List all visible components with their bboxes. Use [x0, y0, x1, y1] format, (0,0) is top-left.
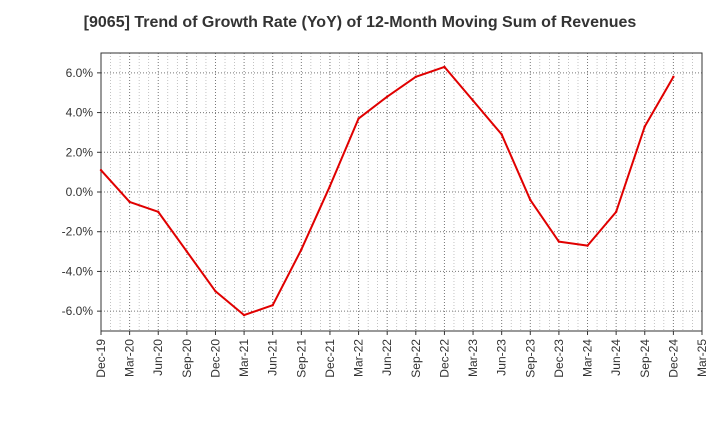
- data-point: [214, 290, 217, 293]
- x-tick-label: Jun-20: [151, 339, 165, 376]
- data-point: [500, 133, 503, 136]
- data-point: [328, 184, 332, 188]
- x-tick-label: Dec-24: [666, 339, 680, 378]
- data-point: [242, 313, 246, 317]
- y-tick-label: 6.0%: [66, 66, 94, 80]
- data-point: [271, 303, 274, 307]
- data-point: [672, 75, 675, 79]
- x-tick-label: Dec-21: [323, 339, 337, 378]
- data-point: [471, 99, 475, 102]
- data-point: [128, 200, 131, 204]
- y-tick-label: -2.0%: [62, 225, 94, 239]
- data-point: [529, 198, 532, 202]
- data-point: [443, 65, 446, 69]
- data-point: [157, 210, 160, 214]
- x-tick-label: Dec-23: [552, 339, 566, 378]
- x-tick-label: Dec-20: [208, 339, 222, 378]
- data-point: [300, 248, 303, 251]
- x-tick-label: Jun-21: [266, 339, 280, 376]
- data-point: [643, 125, 646, 128]
- x-tick-label: Mar-21: [237, 339, 251, 377]
- x-tick-label: Mar-24: [581, 339, 595, 377]
- data-point: [99, 168, 103, 172]
- x-tick-label: Jun-23: [495, 339, 509, 376]
- data-point: [185, 250, 189, 253]
- x-tick-label: Mar-20: [123, 339, 137, 377]
- data-point: [586, 244, 589, 247]
- x-tick-label: Mar-23: [466, 339, 480, 377]
- data-point: [414, 75, 418, 79]
- data-point: [614, 210, 618, 214]
- x-tick-label: Dec-22: [437, 339, 451, 378]
- x-tick-label: Dec-19: [94, 339, 108, 378]
- x-tick-label: Sep-24: [638, 339, 652, 378]
- y-tick-label: 0.0%: [66, 185, 94, 199]
- data-point: [385, 95, 389, 98]
- x-tick-label: Jun-22: [380, 339, 394, 376]
- y-tick-label: 4.0%: [66, 106, 94, 120]
- y-tick-label: 2.0%: [66, 145, 94, 159]
- y-tick-label: -6.0%: [62, 304, 94, 318]
- x-tick-label: Mar-25: [695, 339, 709, 377]
- data-point: [357, 117, 360, 120]
- x-tick-label: Sep-20: [180, 339, 194, 378]
- plot-border: [100, 52, 703, 332]
- x-tick-label: Sep-23: [523, 339, 537, 378]
- x-tick-label: Sep-22: [409, 339, 423, 378]
- y-tick-label: -4.0%: [62, 264, 94, 278]
- x-tick-label: Mar-22: [352, 339, 366, 377]
- chart-title: [9065] Trend of Growth Rate (YoY) of 12-…: [83, 14, 637, 31]
- data-point: [557, 240, 561, 243]
- x-tick-label: Sep-21: [294, 339, 308, 378]
- x-tick-label: Jun-24: [609, 339, 623, 376]
